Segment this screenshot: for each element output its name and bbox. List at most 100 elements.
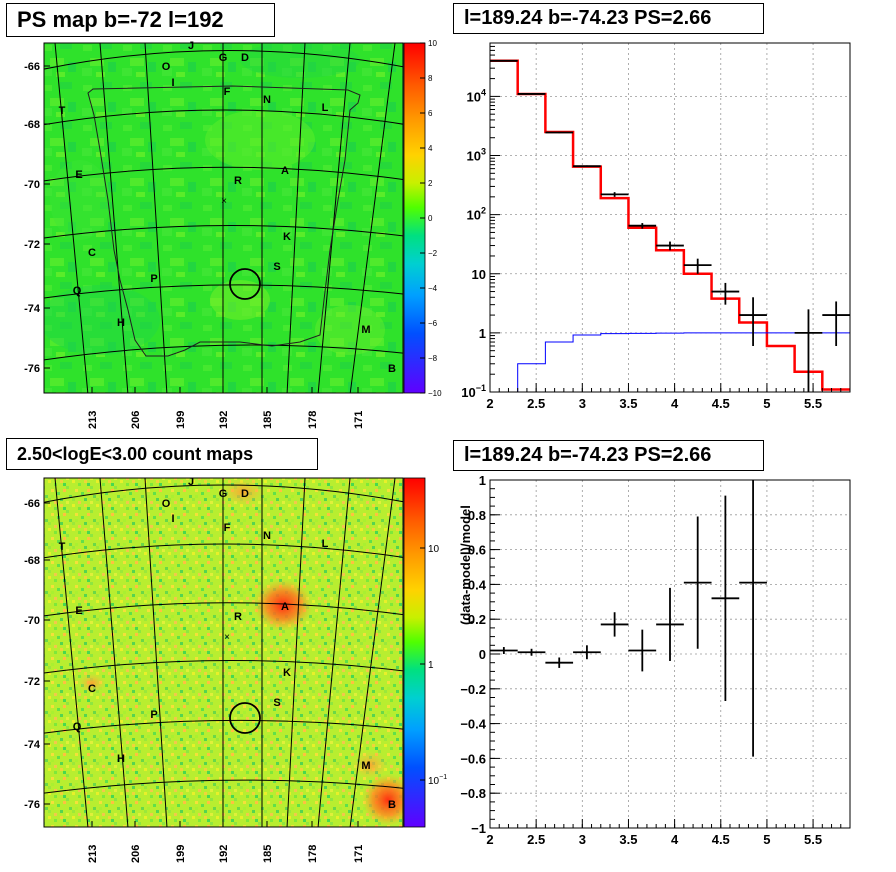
- cb-label: −8: [428, 354, 438, 363]
- source-label-m: M: [361, 760, 370, 772]
- source-label-k: K: [283, 231, 291, 243]
- source-label-j: J: [188, 476, 194, 488]
- y-tick-label-base: 10: [467, 149, 481, 164]
- source-label-i: I: [171, 77, 174, 89]
- residual-axes: 2 2.5 3 3.5 4 4.5 5 5.5 −1 −0.8 −0.6 −0.4 −0.2 0 0.2 0.…: [460, 473, 851, 847]
- x-tick-label: 4.5: [712, 832, 730, 847]
- lat-label: -74: [24, 303, 41, 315]
- x-tick-label: 5.5: [804, 832, 822, 847]
- ps-colorbar-axis: 10 8 6 4 2 0 −2 −4 −6 −8 −10: [420, 39, 442, 398]
- y-tick-label: 102: [467, 206, 486, 223]
- lat-label: -70: [24, 179, 40, 191]
- lon-line: [349, 478, 396, 827]
- lat-label: -74: [24, 739, 41, 751]
- source-label-e: E: [75, 605, 82, 617]
- x-tick-label: 4.5: [712, 396, 730, 411]
- source-label-o: O: [162, 61, 171, 73]
- count-colorbar-axis: 10 1 10−1: [420, 544, 447, 787]
- residual-point: [545, 657, 574, 668]
- y-tick-label: −0.8: [460, 786, 486, 801]
- residual-title: l=189.24 b=-74.23 PS=2.66: [453, 440, 764, 471]
- count-lat-axis: -66 -68 -70 -72 -74 -76: [24, 498, 50, 811]
- source-label-c: C: [88, 683, 96, 695]
- y-tick-label: 104: [467, 87, 486, 104]
- residual-point: [656, 587, 684, 661]
- data-point: [739, 297, 767, 346]
- point-marker: ×: [221, 196, 227, 207]
- source-label-a: A: [281, 601, 289, 613]
- residual-point: [683, 516, 712, 649]
- lon-line: [54, 43, 89, 393]
- lat-line: [44, 50, 403, 70]
- y-tick-label: 0.2: [468, 612, 486, 627]
- source-label-h: H: [117, 317, 125, 329]
- source-label-d: D: [241, 488, 249, 500]
- source-label-e: E: [75, 169, 82, 181]
- data-point: [711, 282, 740, 305]
- lon-line: [286, 43, 306, 393]
- source-label-l: L: [322, 538, 329, 550]
- lon-label: 213: [87, 411, 99, 429]
- y-tick-label: 0: [479, 647, 486, 662]
- residual-point: [490, 647, 518, 654]
- residual-ylabel: (data-model)/model: [458, 505, 473, 625]
- ps-map-grid: [44, 43, 403, 393]
- lat-line: [44, 225, 403, 239]
- x-tick-label: 2: [486, 396, 493, 411]
- source-label-n: N: [263, 94, 271, 106]
- lon-label: 199: [175, 411, 187, 429]
- residual-point: [517, 648, 546, 656]
- data-point: [517, 93, 546, 95]
- source-label-q: Q: [73, 285, 82, 297]
- residual-series: [490, 480, 767, 757]
- y-tick-label: 103: [467, 147, 486, 164]
- source-label-m: M: [361, 324, 370, 336]
- lat-line: [44, 109, 403, 126]
- data-point: [600, 192, 629, 197]
- residual-point: [628, 629, 657, 672]
- ps-source-labels: J G D OI F N L T R A E K C S P Q H M B: [59, 40, 396, 375]
- lon-label: 171: [353, 845, 365, 863]
- ps-map-patch: [210, 280, 270, 320]
- y-tick-label: 0.8: [468, 508, 486, 523]
- cb-label: 0: [428, 214, 433, 223]
- source-label-f: F: [224, 86, 231, 98]
- x-tick-label: 2.5: [527, 832, 545, 847]
- source-label-f: F: [224, 522, 231, 534]
- cb-label: −6: [428, 319, 438, 328]
- cb-label: 4: [428, 144, 433, 153]
- lat-label: -66: [24, 498, 40, 510]
- lon-line: [144, 478, 168, 827]
- lon-label: 192: [218, 845, 230, 863]
- lat-label: -68: [24, 119, 40, 131]
- lon-label: 178: [307, 411, 319, 429]
- point-marker: ×: [224, 632, 230, 643]
- lat-line: [44, 779, 403, 794]
- count-map-panel: J G D OI F N L T R A E K C S P Q H M B × -66 -68 -70 -72 -74 -7…: [24, 476, 447, 863]
- lon-label: 171: [353, 411, 365, 429]
- lon-label: 213: [87, 845, 99, 863]
- lon-line: [317, 478, 351, 827]
- source-label-b: B: [388, 799, 396, 811]
- lat-line: [44, 484, 403, 503]
- cb-label: −10: [428, 389, 442, 398]
- y-tick-label-base: 10: [467, 208, 481, 223]
- source-label-i: I: [171, 513, 174, 525]
- x-tick-label: 5: [763, 396, 770, 411]
- lat-line: [44, 166, 403, 182]
- target-circle: [229, 702, 261, 734]
- lon-line: [144, 43, 168, 393]
- x-tick-label: 2.5: [527, 396, 545, 411]
- count-map-title: 2.50<logE<3.00 count maps: [6, 438, 318, 470]
- lat-label: -72: [24, 239, 40, 251]
- ps-map-patch: [205, 110, 315, 170]
- residual-panel: 2 2.5 3 3.5 4 4.5 5 5.5 −1 −0.8 −0.6 −0.4 −0.2 0 0.2 0.…: [458, 473, 851, 847]
- x-tick-label: 5: [763, 832, 770, 847]
- residual-point: [600, 612, 629, 637]
- source-label-t: T: [59, 105, 66, 117]
- y-tick-label-exp: −1: [476, 383, 486, 393]
- lon-line: [99, 478, 129, 827]
- lat-line: [44, 602, 403, 617]
